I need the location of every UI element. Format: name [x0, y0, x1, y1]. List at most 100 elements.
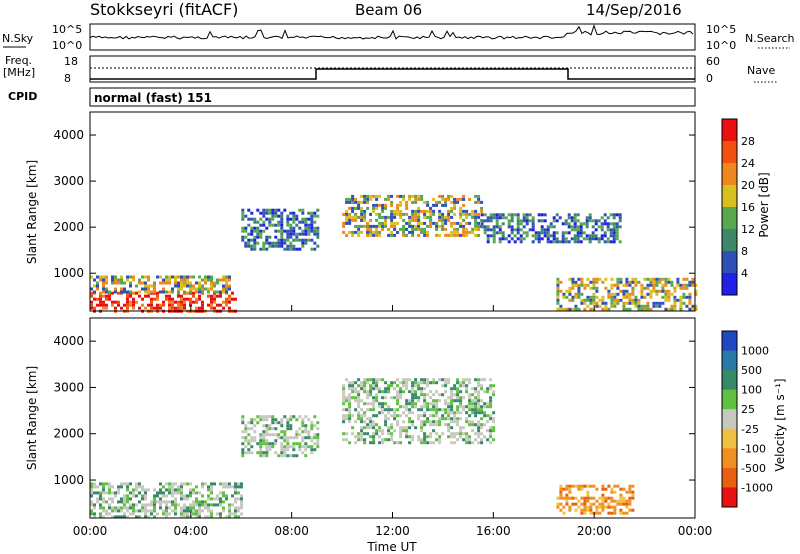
heat-cell	[580, 511, 584, 515]
heat-cell	[390, 215, 394, 219]
heat-cell	[393, 429, 397, 433]
heat-cell	[655, 280, 659, 284]
heat-cell	[501, 213, 505, 217]
heat-cell	[664, 307, 668, 311]
heat-cell	[271, 445, 275, 449]
heat-cell	[420, 423, 424, 427]
heat-cell	[198, 509, 201, 513]
heat-cell	[210, 275, 213, 279]
heat-cell	[622, 499, 626, 503]
heat-cell	[114, 494, 117, 498]
heat-cell	[207, 497, 210, 501]
heat-cell	[456, 417, 460, 421]
heat-cell	[417, 218, 421, 222]
heat-cell	[210, 297, 213, 301]
heat-cell	[114, 506, 117, 510]
heat-cell	[102, 281, 105, 285]
heat-cell	[579, 231, 583, 235]
heat-cell	[366, 227, 370, 231]
heat-cell	[96, 281, 99, 285]
heat-cell	[348, 414, 352, 418]
heat-cell	[222, 284, 225, 288]
heat-cell	[423, 414, 427, 418]
heat-cell	[595, 508, 599, 512]
heat-cell	[474, 194, 478, 198]
heat-cell	[604, 505, 608, 509]
heat-cell	[540, 231, 544, 235]
heat-cell	[198, 294, 201, 298]
heat-cell	[429, 206, 433, 210]
power-cells	[90, 194, 698, 313]
heat-cell	[274, 439, 278, 443]
heat-cell	[423, 438, 427, 442]
heat-cell	[342, 221, 346, 225]
heat-cell	[219, 497, 222, 501]
heat-cell	[219, 303, 222, 307]
heat-cell	[417, 197, 421, 201]
heat-cell	[565, 499, 569, 503]
heat-cell	[283, 448, 287, 452]
heat-cell	[417, 381, 421, 385]
heat-cell	[474, 408, 478, 412]
heat-cell	[262, 208, 266, 212]
heat-cell	[589, 286, 593, 290]
heat-cell	[268, 208, 272, 212]
heat-cell	[471, 387, 475, 391]
heat-cell	[438, 194, 442, 198]
heat-cell	[688, 298, 692, 302]
heat-cell	[534, 231, 538, 235]
heat-cell	[450, 399, 454, 403]
heat-cell	[204, 278, 207, 282]
heat-cell	[600, 222, 604, 226]
heat-cell	[577, 505, 581, 509]
heat-cell	[682, 301, 686, 305]
heat-cell	[369, 194, 373, 198]
heat-cell	[471, 411, 475, 415]
heat-cell	[501, 216, 505, 220]
heat-cell	[307, 229, 311, 233]
heat-cell	[582, 237, 586, 241]
heat-cell	[459, 402, 463, 406]
colorbar-tick: 28	[741, 135, 755, 148]
heat-cell	[316, 244, 320, 248]
heat-cell	[342, 438, 346, 442]
nsky-tick-bottom: 10^0	[52, 39, 82, 52]
heat-cell	[286, 223, 290, 227]
heat-cell	[111, 300, 114, 304]
heat-cell	[345, 209, 349, 213]
heat-cell	[90, 275, 93, 279]
heat-cell	[447, 417, 451, 421]
heat-cell	[186, 497, 189, 501]
heat-cell	[301, 238, 305, 242]
heat-cell	[613, 490, 617, 494]
heat-cell	[186, 509, 189, 513]
heat-cell	[411, 227, 415, 231]
heat-cell	[510, 225, 514, 229]
heat-cell	[495, 219, 499, 223]
heat-cell	[628, 307, 632, 311]
heat-cell	[280, 418, 284, 422]
heat-cell	[268, 223, 272, 227]
heat-cell	[516, 219, 520, 223]
heat-cell	[105, 303, 108, 307]
heat-cell	[111, 303, 114, 307]
heat-cell	[492, 228, 496, 232]
heat-cell	[423, 393, 427, 397]
heat-cell	[244, 241, 248, 245]
heat-cell	[153, 284, 156, 288]
heat-cell	[447, 405, 451, 409]
heat-cell	[444, 384, 448, 388]
heat-cell	[384, 221, 388, 225]
heat-cell	[384, 423, 388, 427]
heat-cell	[381, 203, 385, 207]
heat-cell	[480, 219, 484, 223]
heat-cell	[165, 281, 168, 285]
heat-cell	[399, 200, 403, 204]
heat-cell	[405, 221, 409, 225]
heat-cell	[283, 208, 287, 212]
heat-cell	[90, 482, 93, 486]
heat-cell	[295, 442, 299, 446]
heat-cell	[390, 426, 394, 430]
heat-cell	[561, 237, 565, 241]
y-tick-label: 4000	[53, 334, 84, 348]
